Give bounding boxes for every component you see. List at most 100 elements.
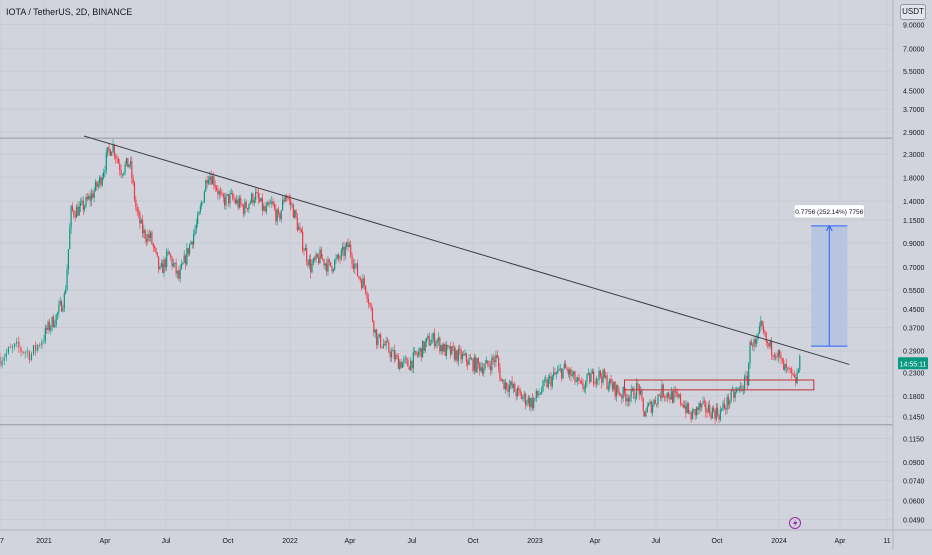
candle-body <box>682 404 684 408</box>
candle-body <box>172 263 175 267</box>
trendline[interactable] <box>83 135 850 365</box>
candle-body <box>342 246 344 251</box>
candle-body <box>50 326 52 331</box>
candle-body <box>199 206 201 212</box>
candle-body <box>678 394 680 397</box>
candle-body <box>574 371 576 382</box>
candle-body <box>694 409 696 416</box>
candle-body <box>401 362 404 368</box>
event-lightning-icon[interactable] <box>789 517 801 529</box>
projection-label: 0.7756 (252.14%) 7756 <box>795 209 863 216</box>
candle-body <box>132 178 134 183</box>
candle-body <box>480 367 482 371</box>
candle-body <box>686 403 688 413</box>
candle-body <box>799 356 801 370</box>
currency-button[interactable]: USDT <box>900 4 926 20</box>
candle-body <box>241 204 243 206</box>
candle-body <box>549 376 551 379</box>
candle-body <box>246 208 249 210</box>
candle-body <box>319 249 321 264</box>
candle-body <box>374 329 376 333</box>
candle-body <box>198 211 200 216</box>
candle-body <box>41 341 43 346</box>
candle-body <box>104 170 106 173</box>
candle-body <box>673 391 675 403</box>
event-icon-circle <box>789 517 801 529</box>
candle-body <box>70 206 72 229</box>
candle-body <box>11 346 14 348</box>
candle-body <box>154 246 156 249</box>
candle-body <box>531 398 533 409</box>
candle-body <box>148 234 150 238</box>
candle-body <box>229 193 231 204</box>
candle-body <box>348 244 350 248</box>
candle-body <box>671 391 674 403</box>
candle-body <box>213 176 215 186</box>
candle-body <box>431 338 433 344</box>
candle-body <box>167 251 169 253</box>
candle-body <box>644 411 646 417</box>
candle-body <box>415 351 417 355</box>
candle-body <box>328 259 330 262</box>
candle-body <box>737 388 739 390</box>
candle-body <box>642 398 644 412</box>
candle-body <box>249 202 251 205</box>
x-tick-label: 2024 <box>771 538 787 545</box>
candle-body <box>81 200 83 203</box>
y-tick-label: 0.1800 <box>903 394 925 401</box>
candle-body <box>179 268 181 279</box>
candle-body <box>451 346 453 355</box>
y-tick-label: 5.5000 <box>903 69 925 76</box>
candle-body <box>711 407 713 419</box>
candle-body <box>382 344 384 348</box>
candle-body <box>561 368 563 379</box>
support-zone[interactable] <box>623 379 815 391</box>
candle-body <box>197 215 199 225</box>
candle-body <box>744 376 746 390</box>
candle-body <box>776 356 778 358</box>
candle-body <box>621 395 623 399</box>
candle-body <box>403 359 405 363</box>
candle-body <box>280 210 282 220</box>
candle-body <box>769 340 771 347</box>
candle-body <box>283 199 285 202</box>
candle-body <box>665 396 667 398</box>
candle-body <box>59 301 61 305</box>
candle-body <box>787 367 789 369</box>
candle-body <box>343 246 345 256</box>
x-tick-label: Oct <box>223 538 234 545</box>
candle-body <box>563 363 565 369</box>
symbol-title: IOTA / TetherUS, 2D, BINANCE <box>6 7 133 17</box>
candle-body <box>729 400 731 405</box>
candle-body <box>253 200 255 204</box>
candle-body <box>701 403 703 408</box>
candle-body <box>429 343 432 346</box>
candle-body <box>147 234 149 242</box>
candle-body <box>698 403 700 411</box>
candle-body <box>326 263 328 272</box>
candle-body <box>784 364 786 371</box>
candle-body <box>791 368 793 374</box>
candle-body <box>727 396 730 405</box>
candle-body <box>622 386 624 399</box>
candle-body <box>113 144 115 156</box>
candle-body <box>92 193 94 198</box>
candle-body <box>292 204 294 218</box>
candle-body <box>695 407 698 416</box>
candle-body <box>335 258 337 261</box>
candle-body <box>62 308 64 312</box>
candle-body <box>324 263 326 266</box>
candle-body <box>396 354 398 357</box>
candle-body <box>260 197 262 202</box>
candle-body <box>772 354 774 356</box>
candle-body <box>445 344 448 356</box>
candle-body <box>352 263 355 269</box>
candle-body <box>779 350 781 356</box>
candle-body <box>149 232 152 238</box>
candle-body <box>71 206 74 211</box>
candle-body <box>90 193 93 201</box>
candle-body <box>781 358 783 361</box>
candle-body <box>567 370 569 375</box>
